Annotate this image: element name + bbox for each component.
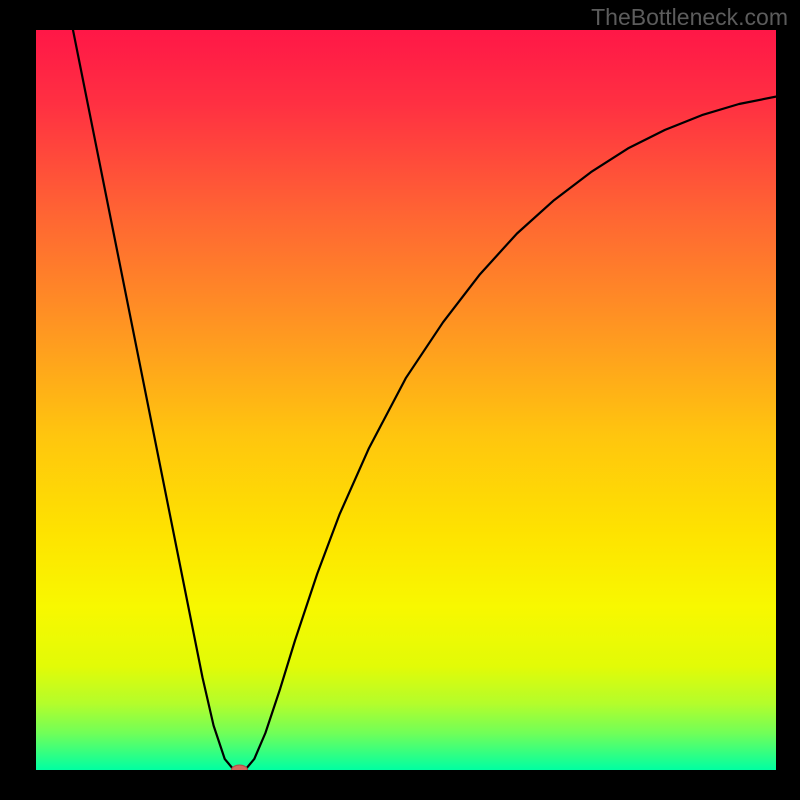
- gradient-background: [36, 30, 776, 770]
- plot-area: [36, 30, 776, 770]
- chart-container: { "source_watermark": { "text": "TheBott…: [0, 0, 800, 800]
- source-watermark: TheBottleneck.com: [591, 4, 788, 31]
